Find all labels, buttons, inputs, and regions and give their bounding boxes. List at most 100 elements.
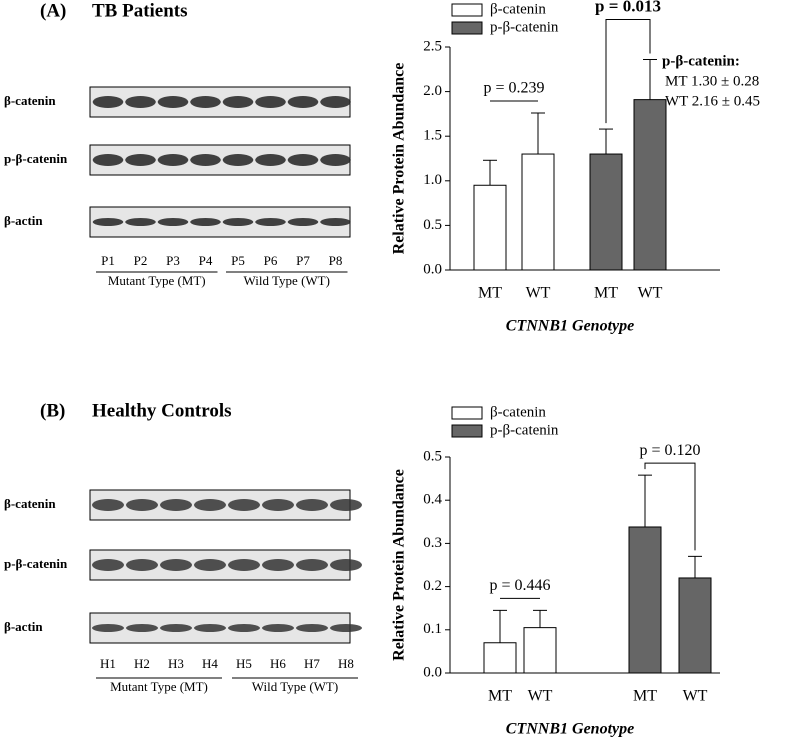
- y-tick-label: 2.0: [423, 83, 442, 99]
- legend-swatch: [451, 3, 483, 17]
- bar: [628, 526, 662, 674]
- bar: [589, 153, 623, 271]
- band: [287, 154, 319, 166]
- band: [194, 499, 226, 511]
- band: [160, 559, 192, 571]
- group-label: Mutant Type (MT): [110, 679, 208, 694]
- band: [160, 499, 192, 511]
- panel-title: Healthy Controls: [92, 400, 232, 421]
- band: [157, 154, 189, 166]
- y-tick-label: 0.5: [423, 217, 442, 233]
- band: [330, 499, 362, 511]
- group-label: Wild Type (WT): [252, 679, 338, 694]
- blot-label: p-β-catenin: [4, 151, 68, 166]
- lane-label: H7: [304, 656, 320, 671]
- band: [125, 218, 156, 226]
- p-value: p = 0.120: [639, 442, 700, 459]
- blot-label: β-actin: [4, 213, 43, 228]
- lane-label: H2: [134, 656, 150, 671]
- y-axis-title: Relative Protein Abundance: [391, 469, 408, 661]
- band: [126, 624, 158, 632]
- band: [320, 154, 351, 166]
- stats-note: WT 2.16 ± 0.45: [665, 93, 760, 109]
- x-tick-label: MT: [478, 285, 502, 302]
- band: [125, 154, 156, 166]
- lane-label: P8: [329, 253, 343, 268]
- band: [190, 154, 221, 166]
- band: [190, 218, 221, 226]
- band: [222, 218, 254, 226]
- band: [296, 624, 328, 632]
- y-tick-label: 0.3: [423, 535, 442, 551]
- stats-note: p-β-catenin:: [662, 53, 740, 69]
- band: [255, 218, 286, 226]
- legend-swatch: [451, 424, 483, 438]
- band: [320, 96, 351, 108]
- x-axis-title: CTNNB1 Genotype: [506, 721, 634, 738]
- legend-label: β-catenin: [490, 404, 546, 420]
- band: [126, 559, 158, 571]
- lane-label: P4: [199, 253, 213, 268]
- band: [228, 559, 260, 571]
- bar: [473, 184, 507, 271]
- bar: [633, 99, 667, 271]
- lane-label: P6: [264, 253, 278, 268]
- band: [160, 624, 192, 632]
- y-tick-label: 0.1: [423, 621, 442, 637]
- legend-swatch: [451, 406, 483, 420]
- y-tick-label: 1.0: [423, 172, 442, 188]
- lane-label: H1: [100, 656, 116, 671]
- lane-label: H4: [202, 656, 218, 671]
- band: [92, 218, 124, 226]
- band: [262, 499, 294, 511]
- band: [157, 96, 189, 108]
- p-value: p = 0.013: [595, 0, 661, 15]
- bar: [523, 627, 557, 674]
- band: [262, 559, 294, 571]
- band: [330, 624, 362, 632]
- band: [222, 96, 254, 108]
- x-tick-label: WT: [683, 688, 708, 705]
- band: [92, 559, 124, 571]
- band: [92, 624, 124, 632]
- x-tick-label: MT: [488, 688, 512, 705]
- band: [296, 499, 328, 511]
- band: [126, 499, 158, 511]
- band: [194, 624, 226, 632]
- p-value: p = 0.239: [483, 80, 544, 97]
- lane-label: H3: [168, 656, 184, 671]
- x-tick-label: WT: [526, 285, 551, 302]
- panel-label: (A): [40, 0, 66, 21]
- lane-label: P3: [166, 253, 180, 268]
- bar: [521, 153, 555, 271]
- y-tick-label: 1.5: [423, 128, 442, 144]
- lane-label: P7: [296, 253, 310, 268]
- lane-label: H8: [338, 656, 354, 671]
- lane-label: H5: [236, 656, 252, 671]
- bar: [483, 642, 517, 674]
- blot-label: β-catenin: [4, 93, 56, 108]
- band: [92, 96, 124, 108]
- band: [320, 218, 351, 226]
- bracket: [644, 462, 696, 551]
- panel-label: (B): [40, 400, 65, 421]
- y-axis-title: Relative Protein Abundance: [391, 63, 408, 255]
- group-label: Mutant Type (MT): [108, 273, 206, 288]
- lane-label: P1: [101, 253, 115, 268]
- y-tick-label: 0.2: [423, 578, 442, 594]
- band: [125, 96, 156, 108]
- y-tick-label: 0.4: [423, 492, 442, 508]
- band: [330, 559, 362, 571]
- legend-label: β-catenin: [490, 1, 546, 17]
- band: [296, 559, 328, 571]
- bar: [678, 577, 712, 674]
- band: [194, 559, 226, 571]
- y-tick-label: 0.0: [423, 261, 442, 277]
- p-value: p = 0.446: [489, 577, 550, 594]
- group-label: Wild Type (WT): [244, 273, 330, 288]
- lane-label: H6: [270, 656, 286, 671]
- band: [255, 154, 286, 166]
- stats-note: MT 1.30 ± 0.28: [665, 73, 759, 89]
- blot-label: p-β-catenin: [4, 556, 68, 571]
- band: [255, 96, 286, 108]
